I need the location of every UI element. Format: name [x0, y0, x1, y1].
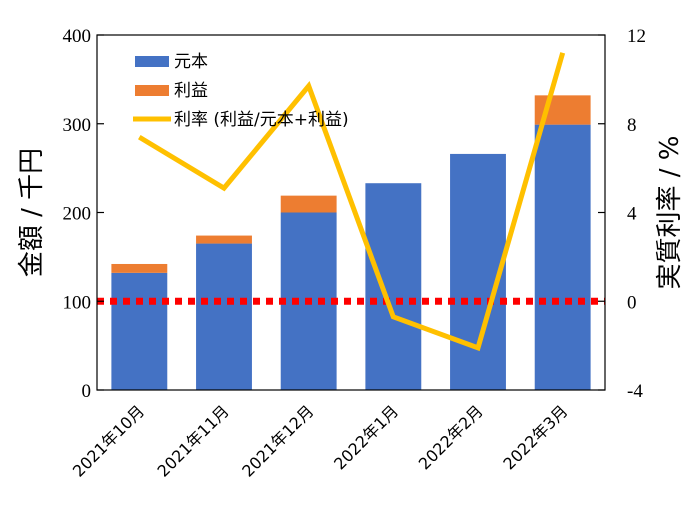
bar-principal	[534, 124, 591, 390]
right-tick-label: 0	[627, 292, 637, 313]
bar-principal	[111, 272, 168, 390]
bar-profit	[111, 263, 168, 273]
legend-label-rate: 利率 (利益/元本+利益)	[174, 110, 349, 130]
y-axis-title-left: 金額 / 千円	[17, 148, 47, 277]
legend: 元本 利益 利率 (利益/元本+利益)	[133, 52, 349, 130]
left-tick-label: 0	[82, 381, 92, 402]
legend-swatch-profit	[135, 85, 169, 96]
right-tick-label: -4	[627, 381, 643, 402]
left-tick-label: 100	[63, 292, 92, 313]
left-tick-label: 200	[63, 204, 92, 225]
left-axis: 0 100 200 300 400	[63, 26, 104, 402]
legend-label-profit: 利益	[174, 81, 208, 101]
bar-principal	[196, 243, 252, 390]
right-axis: -4 0 4 8 12	[598, 26, 646, 402]
legend-label-principal: 元本	[174, 52, 208, 72]
right-tick-label: 4	[627, 204, 637, 225]
category-label: 2021年11月	[154, 401, 233, 480]
left-tick-label: 300	[63, 115, 92, 136]
category-label: 2022年2月	[415, 401, 487, 473]
category-label: 2022年3月	[499, 401, 571, 473]
legend-swatch-principal	[135, 56, 169, 67]
category-label: 2021年12月	[238, 401, 317, 480]
y-axis-title-right: 実質利率 / %	[655, 136, 685, 290]
right-tick-label: 12	[627, 26, 646, 47]
category-label: 2022年1月	[330, 401, 402, 473]
bar-principal	[450, 153, 506, 390]
x-axis-labels: 2021年10月 2021年11月 2021年12月 2022年1月 2022年2月 20…	[69, 401, 572, 480]
left-tick-label: 400	[63, 26, 92, 47]
rate-line	[138, 52, 566, 352]
bar-profit	[196, 235, 252, 244]
bar-profit	[280, 195, 337, 213]
bar-principal	[365, 183, 422, 390]
bars-layer	[111, 95, 591, 390]
category-label: 2021年10月	[69, 401, 148, 480]
right-tick-label: 8	[627, 115, 637, 136]
